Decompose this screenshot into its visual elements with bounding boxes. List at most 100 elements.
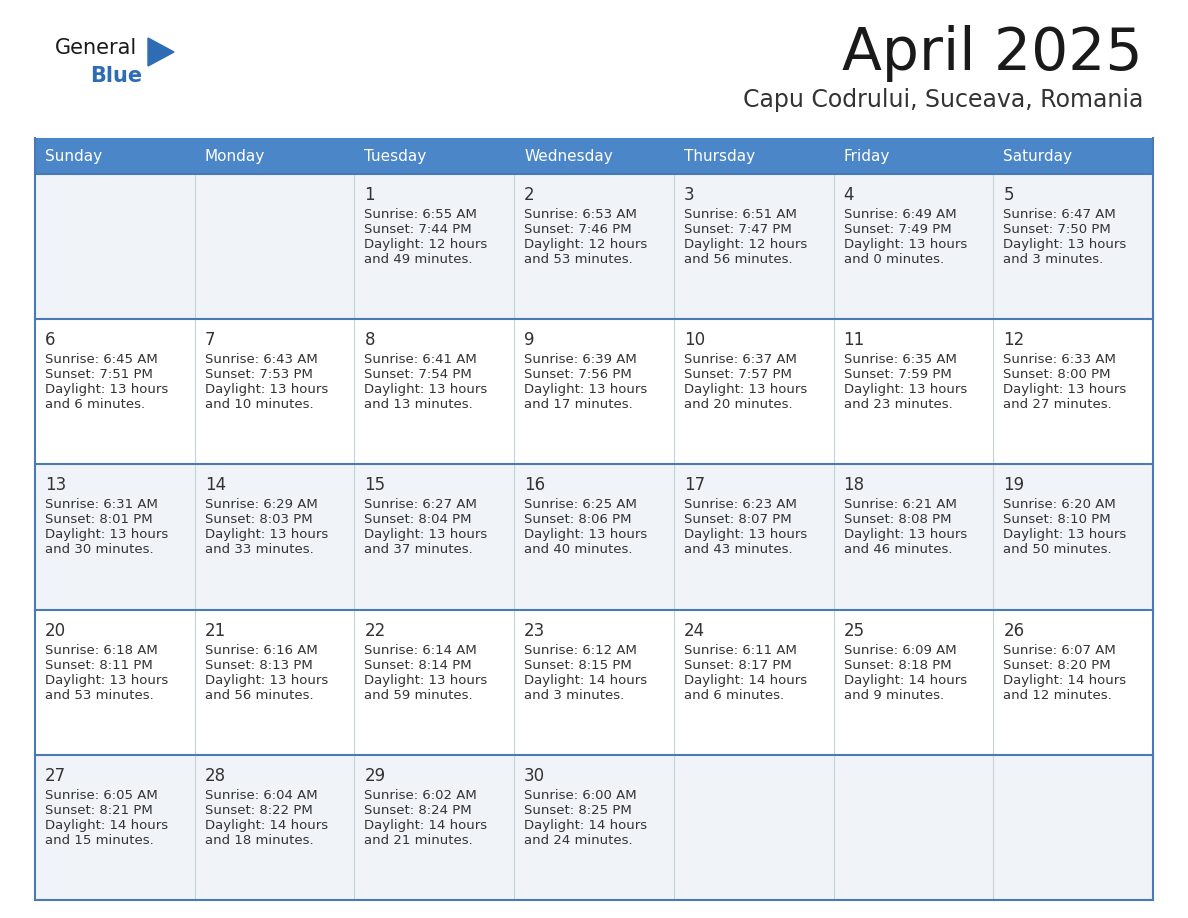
Text: 4: 4 xyxy=(843,186,854,204)
Text: Sunrise: 6:07 AM: Sunrise: 6:07 AM xyxy=(1004,644,1116,656)
Text: Sunset: 8:20 PM: Sunset: 8:20 PM xyxy=(1004,658,1111,672)
Text: Daylight: 13 hours: Daylight: 13 hours xyxy=(684,383,807,397)
Text: Sunset: 8:04 PM: Sunset: 8:04 PM xyxy=(365,513,472,526)
Text: 21: 21 xyxy=(204,621,226,640)
Text: and 59 minutes.: and 59 minutes. xyxy=(365,688,473,701)
Text: Sunrise: 6:25 AM: Sunrise: 6:25 AM xyxy=(524,498,637,511)
Text: 9: 9 xyxy=(524,331,535,349)
Bar xyxy=(674,138,834,174)
Bar xyxy=(354,138,514,174)
Text: and 18 minutes.: and 18 minutes. xyxy=(204,834,314,846)
Text: Sunrise: 6:11 AM: Sunrise: 6:11 AM xyxy=(684,644,797,656)
Text: 10: 10 xyxy=(684,331,704,349)
Text: Sunrise: 6:49 AM: Sunrise: 6:49 AM xyxy=(843,208,956,221)
Text: 6: 6 xyxy=(45,331,56,349)
Text: 30: 30 xyxy=(524,767,545,785)
Text: 5: 5 xyxy=(1004,186,1013,204)
Text: 7: 7 xyxy=(204,331,215,349)
Text: and 40 minutes.: and 40 minutes. xyxy=(524,543,633,556)
Text: 26: 26 xyxy=(1004,621,1024,640)
Text: 1: 1 xyxy=(365,186,375,204)
Text: Daylight: 13 hours: Daylight: 13 hours xyxy=(843,529,967,542)
Text: Sunset: 8:14 PM: Sunset: 8:14 PM xyxy=(365,658,472,672)
Text: Daylight: 13 hours: Daylight: 13 hours xyxy=(1004,383,1126,397)
Text: and 33 minutes.: and 33 minutes. xyxy=(204,543,314,556)
Text: and 10 minutes.: and 10 minutes. xyxy=(204,398,314,411)
Text: and 50 minutes.: and 50 minutes. xyxy=(1004,543,1112,556)
Text: Daylight: 12 hours: Daylight: 12 hours xyxy=(684,238,807,251)
Text: Sunrise: 6:04 AM: Sunrise: 6:04 AM xyxy=(204,789,317,801)
Text: and 46 minutes.: and 46 minutes. xyxy=(843,543,952,556)
Text: 8: 8 xyxy=(365,331,375,349)
Text: and 9 minutes.: and 9 minutes. xyxy=(843,688,943,701)
Text: and 6 minutes.: and 6 minutes. xyxy=(684,688,784,701)
Text: 17: 17 xyxy=(684,476,704,495)
Text: Sunrise: 6:55 AM: Sunrise: 6:55 AM xyxy=(365,208,478,221)
Text: Sunrise: 6:09 AM: Sunrise: 6:09 AM xyxy=(843,644,956,656)
Text: and 56 minutes.: and 56 minutes. xyxy=(204,688,314,701)
Text: 12: 12 xyxy=(1004,331,1024,349)
Text: Daylight: 14 hours: Daylight: 14 hours xyxy=(524,819,647,832)
Text: Daylight: 14 hours: Daylight: 14 hours xyxy=(365,819,487,832)
Text: Sunset: 7:44 PM: Sunset: 7:44 PM xyxy=(365,223,472,236)
Text: Sunset: 7:50 PM: Sunset: 7:50 PM xyxy=(1004,223,1111,236)
Text: Sunset: 8:24 PM: Sunset: 8:24 PM xyxy=(365,804,472,817)
Text: General: General xyxy=(55,38,138,58)
Text: Daylight: 13 hours: Daylight: 13 hours xyxy=(843,383,967,397)
Text: and 20 minutes.: and 20 minutes. xyxy=(684,398,792,411)
Text: and 17 minutes.: and 17 minutes. xyxy=(524,398,633,411)
Text: 18: 18 xyxy=(843,476,865,495)
Bar xyxy=(34,319,1154,465)
Text: Sunset: 7:56 PM: Sunset: 7:56 PM xyxy=(524,368,632,381)
Text: Sunset: 7:54 PM: Sunset: 7:54 PM xyxy=(365,368,472,381)
Text: and 43 minutes.: and 43 minutes. xyxy=(684,543,792,556)
Bar xyxy=(34,755,1154,900)
Text: Daylight: 13 hours: Daylight: 13 hours xyxy=(204,383,328,397)
Text: Daylight: 13 hours: Daylight: 13 hours xyxy=(524,529,647,542)
Text: Daylight: 13 hours: Daylight: 13 hours xyxy=(365,529,488,542)
Text: Sunset: 8:08 PM: Sunset: 8:08 PM xyxy=(843,513,952,526)
Text: Tuesday: Tuesday xyxy=(365,149,426,163)
Bar xyxy=(34,465,1154,610)
Text: Sunset: 8:17 PM: Sunset: 8:17 PM xyxy=(684,658,791,672)
Text: Sunset: 8:18 PM: Sunset: 8:18 PM xyxy=(843,658,952,672)
Text: and 3 minutes.: and 3 minutes. xyxy=(1004,253,1104,266)
Text: Sunset: 8:03 PM: Sunset: 8:03 PM xyxy=(204,513,312,526)
Text: Sunrise: 6:00 AM: Sunrise: 6:00 AM xyxy=(524,789,637,801)
Text: 29: 29 xyxy=(365,767,386,785)
Text: and 37 minutes.: and 37 minutes. xyxy=(365,543,473,556)
Text: Thursday: Thursday xyxy=(684,149,756,163)
Text: and 21 minutes.: and 21 minutes. xyxy=(365,834,473,846)
Text: Sunrise: 6:53 AM: Sunrise: 6:53 AM xyxy=(524,208,637,221)
Text: April 2025: April 2025 xyxy=(842,25,1143,82)
Text: Wednesday: Wednesday xyxy=(524,149,613,163)
Text: Daylight: 13 hours: Daylight: 13 hours xyxy=(365,674,488,687)
Text: and 23 minutes.: and 23 minutes. xyxy=(843,398,953,411)
Text: 13: 13 xyxy=(45,476,67,495)
Text: and 53 minutes.: and 53 minutes. xyxy=(45,688,153,701)
Text: Daylight: 13 hours: Daylight: 13 hours xyxy=(204,674,328,687)
Text: 14: 14 xyxy=(204,476,226,495)
Text: Daylight: 12 hours: Daylight: 12 hours xyxy=(524,238,647,251)
Text: Sunrise: 6:39 AM: Sunrise: 6:39 AM xyxy=(524,353,637,366)
Text: Daylight: 13 hours: Daylight: 13 hours xyxy=(45,674,169,687)
Text: 16: 16 xyxy=(524,476,545,495)
Text: and 56 minutes.: and 56 minutes. xyxy=(684,253,792,266)
Text: Sunrise: 6:29 AM: Sunrise: 6:29 AM xyxy=(204,498,317,511)
Bar xyxy=(195,138,354,174)
Text: Sunset: 7:51 PM: Sunset: 7:51 PM xyxy=(45,368,153,381)
Text: Sunrise: 6:43 AM: Sunrise: 6:43 AM xyxy=(204,353,317,366)
Text: Daylight: 13 hours: Daylight: 13 hours xyxy=(204,529,328,542)
Text: 2: 2 xyxy=(524,186,535,204)
Text: Sunset: 8:07 PM: Sunset: 8:07 PM xyxy=(684,513,791,526)
Text: Sunset: 8:15 PM: Sunset: 8:15 PM xyxy=(524,658,632,672)
Text: and 24 minutes.: and 24 minutes. xyxy=(524,834,633,846)
Text: Sunset: 8:06 PM: Sunset: 8:06 PM xyxy=(524,513,632,526)
Text: 28: 28 xyxy=(204,767,226,785)
Text: and 27 minutes.: and 27 minutes. xyxy=(1004,398,1112,411)
Text: Daylight: 14 hours: Daylight: 14 hours xyxy=(1004,674,1126,687)
Text: Daylight: 13 hours: Daylight: 13 hours xyxy=(45,383,169,397)
Text: 24: 24 xyxy=(684,621,704,640)
Text: Sunrise: 6:51 AM: Sunrise: 6:51 AM xyxy=(684,208,797,221)
Text: Sunset: 8:01 PM: Sunset: 8:01 PM xyxy=(45,513,152,526)
